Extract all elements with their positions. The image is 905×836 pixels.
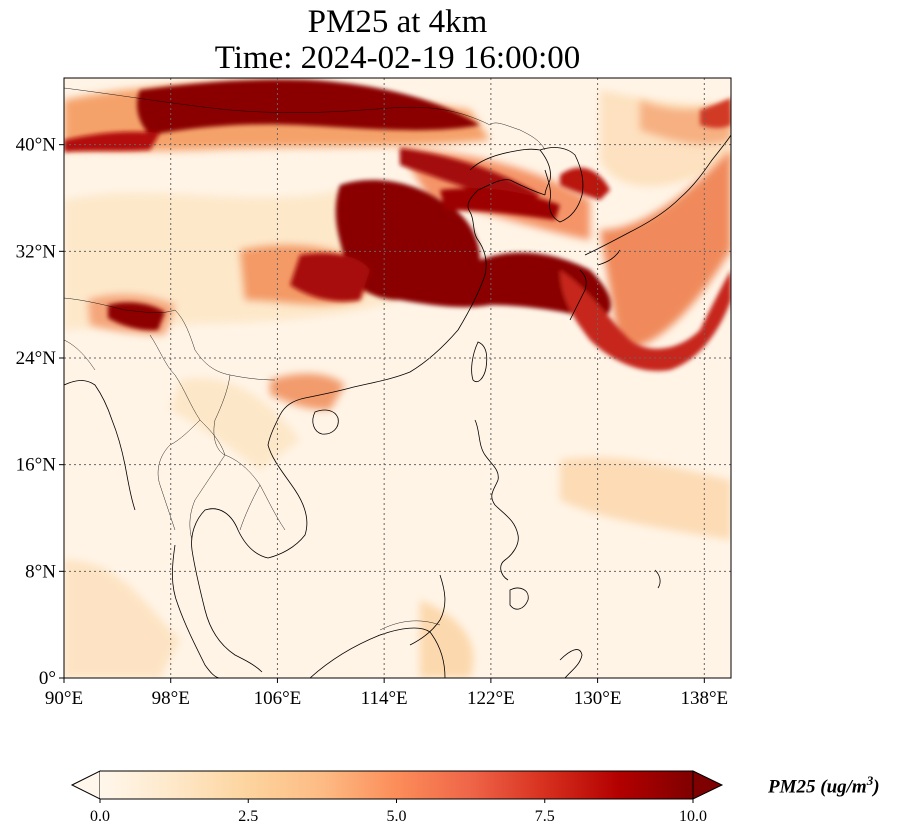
longitude-axis: 90°E 98°E 106°E 114°E 122°E 130°E 138°E (45, 678, 728, 709)
lat-tick-label: 24°N (16, 348, 57, 369)
latitude-axis: 0° 8°N 16°N 24°N 32°N 40°N (16, 135, 64, 689)
lon-tick-label: 98°E (152, 688, 190, 709)
lat-tick-label: 0° (39, 668, 56, 689)
colorbar-tick-label: 2.5 (238, 808, 258, 825)
colorbar-label: PM25 (ug/m3) (768, 773, 880, 798)
map-subtitle-time: Time: 2024-02-19 16:00:00 (214, 40, 581, 76)
pm25-concentration-field (64, 79, 731, 678)
lon-tick-label: 90°E (45, 688, 83, 709)
colorbar: 0.0 2.5 5.0 7.5 10.0 (70, 770, 724, 825)
colorbar-label-text: PM25 (ug/m (768, 776, 867, 798)
lon-tick-label: 114°E (361, 688, 408, 709)
colorbar-tick-label: 5.0 (387, 808, 407, 825)
lon-tick-label: 130°E (574, 688, 622, 709)
colorbar-extend-high (692, 770, 724, 800)
lat-tick-label: 16°N (16, 455, 57, 476)
lon-tick-label: 122°E (467, 688, 515, 709)
colorbar-tick-label: 0.0 (90, 808, 110, 825)
colorbar-label-close: ) (873, 776, 880, 798)
coastlines (64, 134, 731, 678)
map-frame (63, 77, 732, 679)
colorbar-tick-label: 10.0 (679, 808, 707, 825)
country-borders (64, 87, 546, 631)
lat-tick-label: 40°N (16, 135, 57, 156)
colorbar-tick-label: 7.5 (535, 808, 555, 825)
map-title: PM25 at 4km (307, 4, 488, 40)
colorbar-ticks: 0.0 2.5 5.0 7.5 10.0 (90, 799, 707, 825)
lat-tick-label: 32°N (16, 241, 57, 262)
gridlines (64, 78, 731, 678)
lon-tick-label: 138°E (680, 688, 728, 709)
lon-tick-label: 106°E (254, 688, 302, 709)
lat-tick-label: 8°N (25, 561, 56, 582)
colorbar-gradient (100, 771, 693, 799)
map-plot-area (64, 78, 731, 678)
colorbar-label-exponent: 3 (866, 773, 874, 788)
colorbar-extend-low (70, 770, 101, 800)
